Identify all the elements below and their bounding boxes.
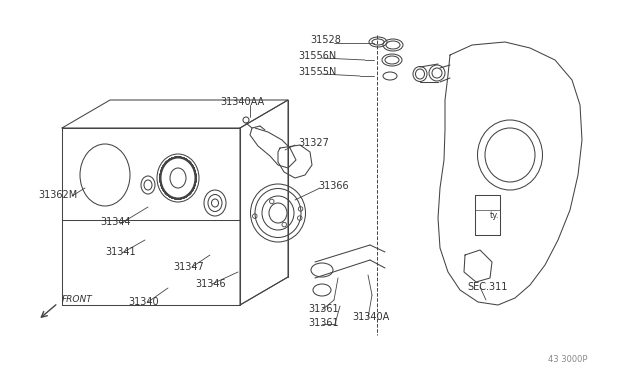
Text: 31347: 31347: [173, 262, 204, 272]
Text: 31555N: 31555N: [298, 67, 337, 77]
Text: 31327: 31327: [298, 138, 329, 148]
Text: 31361: 31361: [308, 318, 339, 328]
Text: 31366: 31366: [318, 181, 349, 191]
Text: 31340: 31340: [128, 297, 159, 307]
Text: 31528: 31528: [310, 35, 341, 45]
Text: SEC.311: SEC.311: [467, 282, 508, 292]
Text: 31340A: 31340A: [352, 312, 389, 322]
Text: 43 3000P: 43 3000P: [548, 356, 588, 365]
Text: 31346: 31346: [195, 279, 226, 289]
Text: 31341: 31341: [105, 247, 136, 257]
Text: 31361: 31361: [308, 304, 339, 314]
Text: 31556N: 31556N: [298, 51, 336, 61]
Text: FRONT: FRONT: [62, 295, 93, 305]
Text: 31340AA: 31340AA: [220, 97, 264, 107]
Text: 31344: 31344: [100, 217, 131, 227]
Text: 31362M: 31362M: [38, 190, 77, 200]
Text: ty.: ty.: [490, 211, 500, 219]
